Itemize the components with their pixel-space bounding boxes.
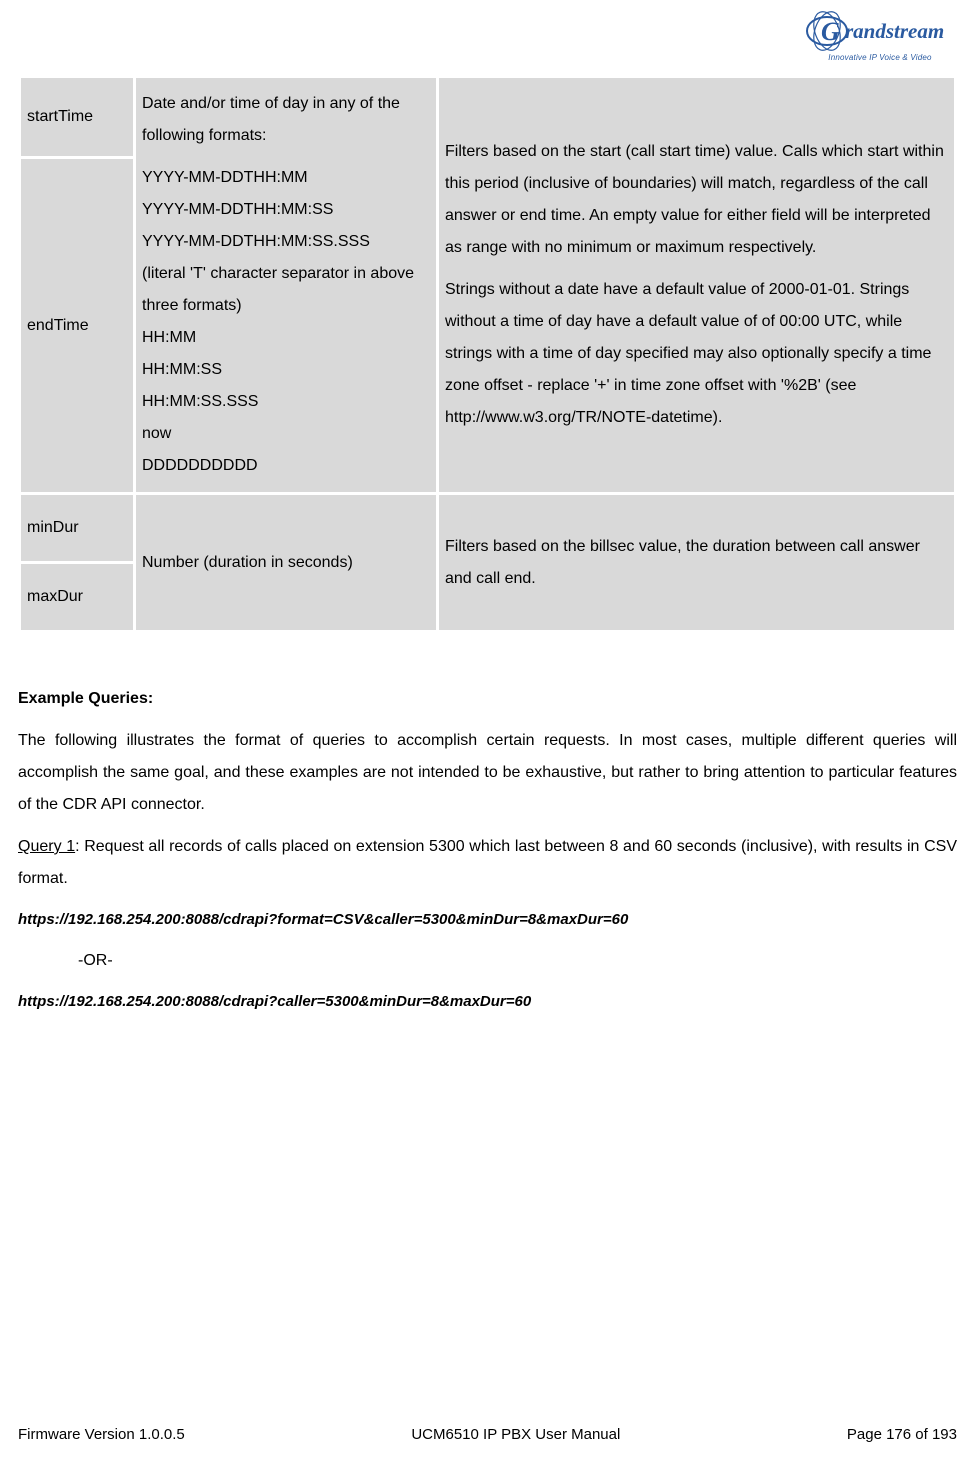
param-maxdur-label: maxDur xyxy=(21,564,133,630)
logo-tagline: Innovative IP Voice & Video xyxy=(805,50,955,66)
param-starttime-label: startTime xyxy=(21,78,133,156)
query1-url1: https://192.168.254.200:8088/cdrapi?form… xyxy=(18,905,957,935)
format-item: (literal 'T' character separator in abov… xyxy=(142,258,430,322)
footer-doc-title: UCM6510 IP PBX User Manual xyxy=(411,1420,620,1450)
param-time-formats: Date and/or time of day in any of the fo… xyxy=(136,78,436,492)
svg-text:randstream: randstream xyxy=(845,19,944,43)
time-desc-p2: Strings without a date have a default va… xyxy=(445,274,948,434)
format-item: HH:MM xyxy=(142,322,430,354)
brand-logo: randstream G Innovative IP Voice & Video xyxy=(805,10,955,66)
page-footer: Firmware Version 1.0.0.5 UCM6510 IP PBX … xyxy=(18,1420,957,1450)
param-mindur-label: minDur xyxy=(21,495,133,561)
examples-heading: Example Queries: xyxy=(18,683,957,715)
svg-text:G: G xyxy=(821,17,840,46)
formats-intro: Date and/or time of day in any of the fo… xyxy=(142,88,430,152)
query1-or: -OR- xyxy=(78,945,957,977)
format-item: YYYY-MM-DDTHH:MM xyxy=(142,162,430,194)
grandstream-logo-icon: randstream G xyxy=(805,10,955,52)
param-time-description: Filters based on the start (call start t… xyxy=(439,78,954,492)
param-dur-description: Filters based on the billsec value, the … xyxy=(439,495,954,630)
format-item: HH:MM:SS xyxy=(142,354,430,386)
param-dur-format: Number (duration in seconds) xyxy=(136,495,436,630)
query1-text: Query 1: Request all records of calls pl… xyxy=(18,831,957,895)
examples-intro: The following illustrates the format of … xyxy=(18,725,957,821)
format-item: HH:MM:SS.SSS xyxy=(142,386,430,418)
format-item: YYYY-MM-DDTHH:MM:SS xyxy=(142,194,430,226)
footer-page-number: Page 176 of 193 xyxy=(847,1420,957,1450)
query1-rest: : Request all records of calls placed on… xyxy=(18,838,957,887)
query1-url2: https://192.168.254.200:8088/cdrapi?call… xyxy=(18,987,957,1017)
parameters-table: startTime Date and/or time of day in any… xyxy=(18,75,957,633)
page: randstream G Innovative IP Voice & Video… xyxy=(0,0,975,1470)
format-item: DDDDDDDDDD xyxy=(142,450,430,482)
time-desc-p1: Filters based on the start (call start t… xyxy=(445,136,948,264)
query1-label: Query 1 xyxy=(18,838,75,855)
format-item: YYYY-MM-DDTHH:MM:SS.SSS xyxy=(142,226,430,258)
param-endtime-label: endTime xyxy=(21,159,133,492)
examples-section: Example Queries: The following illustrat… xyxy=(18,683,957,1017)
footer-firmware: Firmware Version 1.0.0.5 xyxy=(18,1420,185,1450)
formats-list: YYYY-MM-DDTHH:MM YYYY-MM-DDTHH:MM:SS YYY… xyxy=(142,162,430,482)
format-item: now xyxy=(142,418,430,450)
